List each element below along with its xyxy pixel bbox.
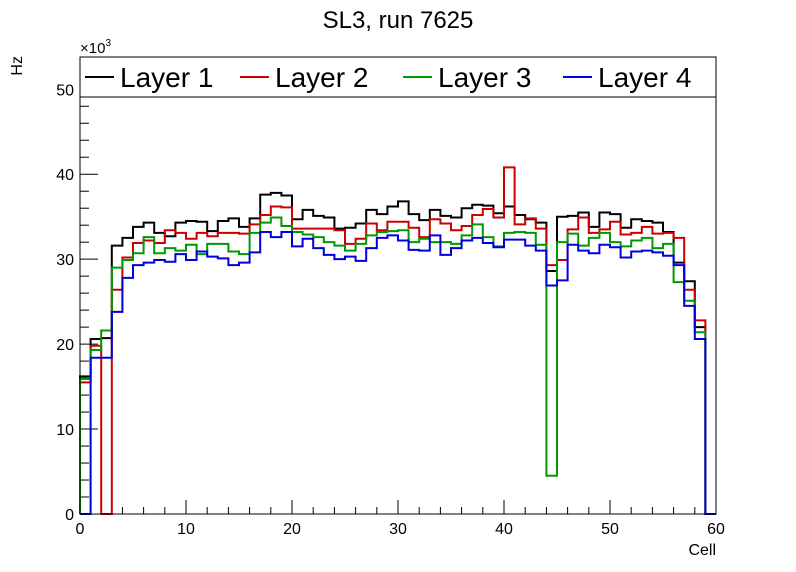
y-tick-label: 30	[56, 252, 74, 269]
series-layer-2	[79, 166, 716, 515]
y-tick-label: 50	[56, 82, 74, 99]
legend-entry: Layer 2	[240, 62, 368, 93]
series-layer-1	[79, 191, 716, 515]
series-layer-3	[79, 216, 716, 515]
series-layer-4	[80, 230, 716, 515]
legend-entry: Layer 1	[85, 62, 213, 93]
x-tick-label: 40	[495, 521, 513, 538]
histogram-line	[79, 216, 716, 515]
y-tick-label: 20	[56, 337, 74, 354]
histogram-line	[79, 166, 716, 515]
x-tick-label: 30	[389, 521, 407, 538]
y-tick-label: 0	[65, 507, 74, 524]
y-multiplier-base: ×10	[80, 40, 105, 57]
x-tick-label: 10	[177, 521, 195, 538]
legend-label: Layer 1	[120, 62, 213, 93]
y-tick-label: 40	[56, 167, 74, 184]
legend: Layer 1 Layer 2 Layer 3 Layer 4	[79, 56, 717, 98]
legend-label: Layer 2	[275, 62, 368, 93]
x-tick-label: 0	[76, 521, 85, 538]
histogram-line	[79, 191, 716, 515]
y-axis-label: Hz	[9, 56, 26, 76]
legend-box	[79, 56, 717, 98]
legend-entry: Layer 4	[563, 62, 691, 93]
y-tick-label: 10	[56, 422, 74, 439]
x-tick-label: 20	[283, 521, 301, 538]
x-axis-label: Cell	[688, 542, 716, 559]
legend-entry: Layer 3	[403, 62, 531, 93]
y-multiplier: ×103	[80, 38, 111, 57]
histogram-line	[80, 230, 716, 515]
plot-frame	[79, 56, 717, 515]
x-tick-label: 50	[601, 521, 619, 538]
x-tick-label: 60	[707, 521, 725, 538]
legend-label: Layer 3	[438, 62, 531, 93]
y-multiplier-exponent: 3	[105, 38, 111, 49]
chart-title: SL3, run 7625	[323, 7, 474, 34]
legend-label: Layer 4	[598, 62, 691, 93]
